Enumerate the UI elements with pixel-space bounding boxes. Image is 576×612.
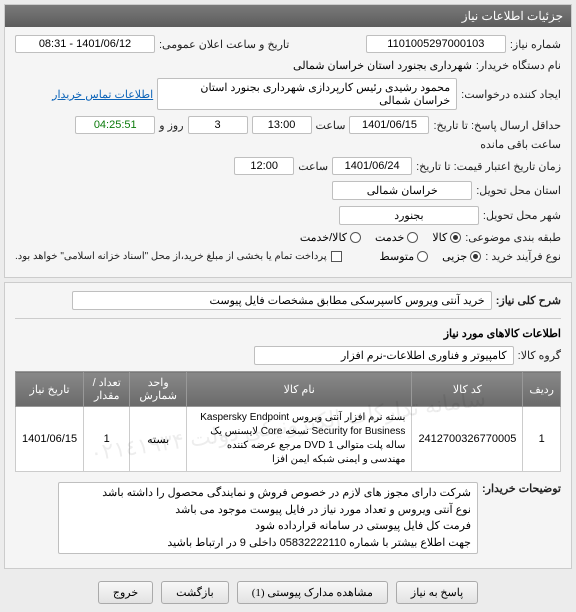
table-header: نام کالا	[186, 372, 411, 407]
exit-button[interactable]: خروج	[98, 581, 153, 604]
table-cell: 1	[84, 407, 130, 472]
back-button[interactable]: بازگشت	[161, 581, 229, 604]
deadline-time: 13:00	[252, 116, 312, 134]
announce-field: 1401/06/12 - 08:31	[15, 35, 155, 53]
desc-label: شرح کلی نیاز:	[496, 294, 561, 307]
city-label: شهر محل تحویل:	[483, 209, 561, 222]
table-cell: بسته نرم افزار آنتی ویروس Kaspersky Endp…	[186, 407, 411, 472]
need-no-label: شماره نیاز:	[510, 38, 561, 51]
respond-button[interactable]: پاسخ به نیاز	[396, 581, 478, 604]
notes-label: توضیحات خریدار:	[482, 482, 561, 495]
radio-dot-icon	[417, 251, 428, 262]
deadline-date: 1401/06/15	[349, 116, 429, 134]
time-left: 04:25:51	[75, 116, 155, 134]
radio-dot-icon	[407, 232, 418, 243]
process-label: نوع فرآیند خرید :	[485, 250, 561, 263]
radio-option[interactable]: متوسط	[380, 250, 429, 263]
radio-label: کالا	[432, 231, 447, 244]
table-header: واحد شمارش	[130, 372, 187, 407]
need-no-field: 1101005297000103	[366, 35, 506, 53]
table-cell: 2412700326770005	[412, 407, 523, 472]
button-bar: پاسخ به نیاز مشاهده مدارک پیوستی (1) باز…	[0, 573, 576, 612]
validity-date: 1401/06/24	[332, 157, 412, 175]
validity-label: زمان تاریخ اعتبار قیمت: تا تاریخ:	[416, 160, 561, 173]
radio-dot-icon	[350, 232, 361, 243]
province-field: خراسان شمالی	[332, 181, 472, 200]
category-radio-group: کالا خدمت کالا/خدمت	[300, 231, 461, 244]
panel1-title: جزئیات اطلاعات نیاز	[5, 5, 571, 27]
time-left-label: ساعت باقی مانده	[480, 138, 561, 151]
buyer-label: نام دستگاه خریدار:	[476, 59, 561, 72]
buyer-value: شهرداری بجنورد استان خراسان شمالی	[293, 59, 472, 72]
radio-label: متوسط	[380, 250, 415, 263]
validity-time: 12:00	[234, 157, 294, 175]
radio-option[interactable]: کالا	[432, 231, 461, 244]
table-row: 12412700326770005بسته نرم افزار آنتی ویر…	[16, 407, 561, 472]
radio-option[interactable]: خدمت	[375, 231, 418, 244]
radio-label: جزیی	[442, 250, 467, 263]
days-label: روز و	[159, 119, 183, 132]
deadline-label: حداقل ارسال پاسخ: تا تاریخ:	[433, 119, 561, 132]
announce-label: تاریخ و ساعت اعلان عمومی:	[159, 38, 289, 51]
creator-field: محمود رشیدی رئیس کارپردازی شهرداری بجنور…	[157, 78, 457, 110]
category-label: طبقه بندی موضوعی:	[465, 231, 561, 244]
attachments-button[interactable]: مشاهده مدارک پیوستی (1)	[237, 581, 388, 604]
treasury-label: پرداخت تمام یا بخشی از مبلغ خرید،از محل …	[15, 251, 327, 262]
table-header: کد کالا	[412, 372, 523, 407]
goods-table: ردیفکد کالانام کالاواحد شمارشتعداد / مقد…	[15, 371, 561, 472]
table-header: تاریخ نیاز	[16, 372, 84, 407]
radio-label: کالا/خدمت	[300, 231, 347, 244]
validity-time-label: ساعت	[298, 160, 328, 173]
province-label: استان محل تحویل:	[476, 184, 561, 197]
radio-dot-icon	[450, 232, 461, 243]
creator-label: ایجاد کننده درخواست:	[461, 88, 561, 101]
radio-option[interactable]: کالا/خدمت	[300, 231, 361, 244]
table-header: تعداد / مقدار	[84, 372, 130, 407]
radio-label: خدمت	[375, 231, 404, 244]
table-cell: 1	[523, 407, 561, 472]
radio-dot-icon	[470, 251, 481, 262]
process-radio-group: جزیی متوسط	[380, 250, 482, 263]
need-desc-panel: سامانه تدارکات الکترونیکی دولت ۰۲۱٤۱۹۳۴ …	[4, 282, 572, 569]
desc-field: خرید آنتی ویروس کاسپرسکی مطابق مشخصات فا…	[72, 291, 492, 310]
city-field: بجنورد	[339, 206, 479, 225]
contact-buyer-link[interactable]: اطلاعات تماس خریدار	[52, 88, 153, 101]
radio-option[interactable]: جزیی	[442, 250, 481, 263]
table-header: ردیف	[523, 372, 561, 407]
table-cell: بسته	[130, 407, 187, 472]
treasury-checkbox[interactable]	[331, 251, 342, 262]
group-field: کامپیوتر و فناوری اطلاعات-نرم افزار	[254, 346, 514, 365]
goods-header: اطلاعات کالاهای مورد نیاز	[15, 327, 561, 340]
table-cell: 1401/06/15	[16, 407, 84, 472]
group-label: گروه کالا:	[518, 349, 561, 362]
deadline-time-label: ساعت	[316, 119, 346, 132]
days-left: 3	[188, 116, 248, 134]
need-details-panel: جزئیات اطلاعات نیاز شماره نیاز: 11010052…	[4, 4, 572, 278]
notes-field: شرکت دارای مجوز های لازم در خصوص فروش و …	[58, 482, 478, 554]
